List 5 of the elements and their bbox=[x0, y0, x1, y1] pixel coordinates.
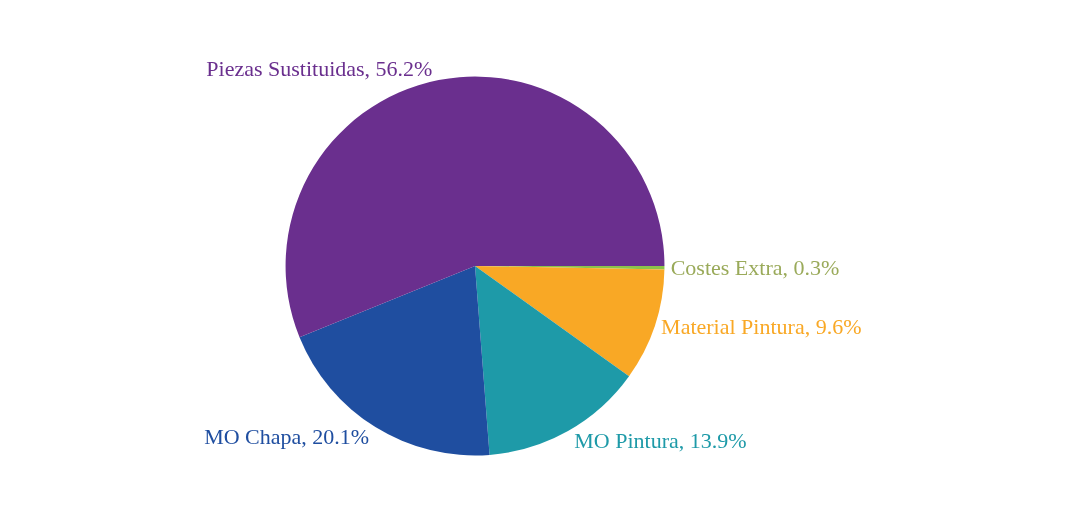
slice-label: Costes Extra, 0.3% bbox=[670, 255, 840, 281]
slice-label: Piezas Sustituidas, 56.2% bbox=[206, 55, 433, 81]
slice-label: Material Pintura, 9.6% bbox=[661, 314, 862, 340]
slice-label: MO Chapa, 20.1% bbox=[204, 423, 370, 449]
slice-label: MO Pintura, 13.9% bbox=[574, 428, 747, 454]
